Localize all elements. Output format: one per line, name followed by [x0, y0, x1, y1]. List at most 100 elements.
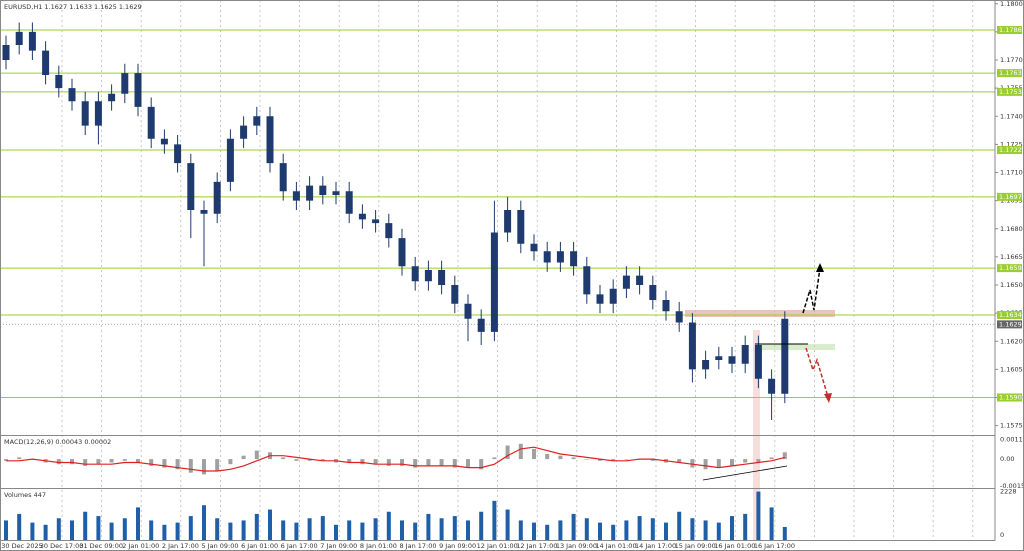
volume-bar: [545, 524, 550, 540]
macd-bar: [730, 459, 734, 466]
volume-bar: [386, 511, 391, 540]
volume-bar: [584, 518, 589, 540]
macd-bar: [347, 459, 352, 463]
candle-body: [372, 219, 380, 224]
x-tick-label: 15 Jan 09:00: [675, 542, 716, 550]
volume-bar: [677, 511, 682, 540]
up-arrowhead: [816, 263, 824, 272]
macd-bar: [466, 459, 470, 468]
volume-bar: [558, 520, 563, 540]
candle-body: [345, 191, 353, 214]
volume-bar: [334, 524, 338, 540]
candle-body: [306, 185, 314, 201]
volume-bar: [426, 513, 431, 540]
panel-title: MACD(12,26,9) 0.00043 0.00002: [4, 438, 111, 446]
macd-trendline: [702, 465, 788, 481]
candle-body: [570, 251, 578, 267]
y-tick-label: 1.1650: [1000, 281, 1023, 289]
candle-body: [662, 300, 670, 312]
level-label: 1.1763: [999, 69, 1022, 77]
macd-bar: [598, 459, 602, 461]
macd-bar: [294, 459, 299, 461]
y-tick-label: 0.00: [1000, 455, 1014, 463]
volume-bar: [505, 509, 510, 540]
macd-bar: [241, 455, 246, 460]
volume-bar: [703, 520, 708, 540]
candle-body: [134, 73, 142, 107]
y-tick-label: 1.1575: [1000, 422, 1023, 430]
macd-bar: [782, 452, 787, 460]
volume-bar: [413, 522, 418, 540]
volume-bar: [109, 522, 114, 540]
volume-bar: [452, 516, 457, 540]
volume-bar: [162, 524, 167, 540]
volume-bar: [307, 518, 312, 540]
macd-bar: [281, 457, 286, 460]
macd-bar: [320, 459, 325, 461]
macd-bar: [373, 459, 378, 465]
volume-bar: [439, 518, 444, 540]
macd-bar: [756, 459, 761, 463]
y-tick-label: 2228: [1000, 488, 1017, 496]
x-tick-label: 2 Jan 01:00: [122, 542, 159, 550]
macd-bar: [769, 457, 774, 460]
volume-bar: [743, 513, 748, 540]
candle-body: [292, 191, 300, 201]
volume-bar: [466, 520, 470, 540]
x-tick-label: 7 Jan 09:00: [320, 542, 357, 550]
resistance-zone: [685, 310, 835, 317]
macd-bar: [677, 459, 682, 463]
level-label: 1.1722: [999, 146, 1022, 154]
candle-body: [15, 31, 23, 45]
volume-bar: [518, 520, 523, 540]
macd-bar: [479, 459, 484, 470]
macd-bar: [400, 459, 404, 466]
candle-body: [596, 294, 604, 304]
macd-bar: [558, 455, 563, 460]
volume-bar: [202, 505, 206, 540]
candle-body: [358, 213, 366, 220]
candle-body: [728, 356, 736, 364]
volume-bar: [492, 500, 497, 540]
down-arrowhead: [824, 393, 832, 403]
candle-body: [55, 75, 63, 89]
volume-bar: [716, 522, 721, 540]
macd-bar: [386, 459, 391, 466]
x-tick-label: 30 Dec 17:00: [40, 542, 84, 550]
macd-bar: [518, 443, 523, 460]
macd-bar: [360, 459, 365, 465]
level-label: 1.1753: [999, 88, 1022, 96]
x-tick-label: 16 Jan 01:00: [714, 542, 755, 550]
volume-bar: [83, 511, 88, 540]
volume-bar: [70, 520, 74, 540]
macd-bar: [96, 459, 101, 465]
macd-bar: [70, 459, 74, 465]
macd-bar: [136, 459, 140, 463]
candle-body: [675, 311, 683, 323]
candle-body: [226, 138, 234, 182]
macd-bar: [452, 459, 457, 468]
candle-body: [174, 144, 182, 164]
x-tick-label: 6 Jan 01:00: [241, 542, 278, 550]
volume-bar: [43, 524, 48, 540]
level-label-box: [997, 26, 1022, 34]
x-tick-label: 12 Jan 01:00: [477, 542, 518, 550]
candle-body: [28, 31, 36, 51]
candle-body: [556, 251, 564, 263]
candle-body: [2, 45, 10, 60]
x-tick-label: 8 Jan 17:00: [399, 542, 436, 550]
volume-bar: [268, 509, 272, 540]
volume-bar: [241, 520, 246, 540]
macd-bar: [650, 459, 655, 461]
y-tick-label: 1.1620: [1000, 337, 1023, 345]
candle-body: [94, 101, 102, 126]
candle-body: [279, 163, 287, 192]
candle-body: [741, 345, 749, 364]
x-tick-label: 5 Jan 09:00: [201, 542, 238, 550]
level-label: 1.1697: [999, 193, 1022, 201]
y-tick-label: 1.1800: [1000, 0, 1023, 8]
candle-body: [385, 223, 393, 239]
